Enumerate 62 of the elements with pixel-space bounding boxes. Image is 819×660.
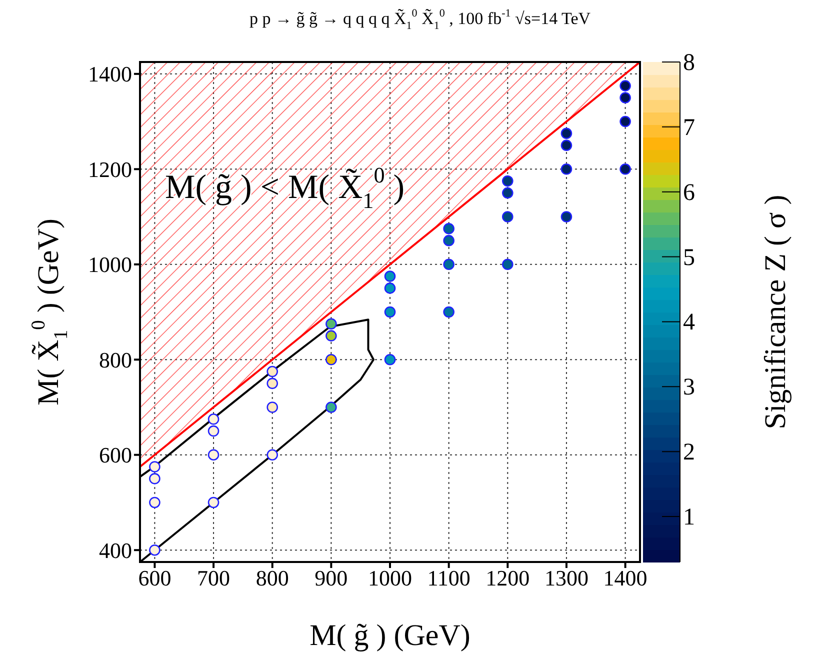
point xyxy=(560,140,572,151)
point xyxy=(266,378,278,390)
color-bar-label: 1 xyxy=(683,504,695,531)
x-tick-label: 1100 xyxy=(427,566,470,591)
y-tick-label: 800 xyxy=(99,347,132,372)
y-tick-label: 400 xyxy=(99,538,132,563)
point xyxy=(149,496,160,508)
x-tick-label: 600 xyxy=(138,566,172,591)
point xyxy=(326,402,337,413)
point xyxy=(208,449,220,461)
point xyxy=(266,449,278,461)
point xyxy=(443,258,454,270)
point xyxy=(560,128,572,140)
y-tick-label: 1200 xyxy=(88,156,132,182)
point xyxy=(443,234,454,246)
color-bar-label: 8 xyxy=(683,50,695,76)
point xyxy=(326,354,337,366)
x-tick-label: 1000 xyxy=(368,566,412,591)
point xyxy=(149,461,160,472)
point xyxy=(502,187,514,199)
point xyxy=(208,496,220,508)
y-tick-label: 600 xyxy=(99,442,132,468)
x-tick-label: 900 xyxy=(314,566,348,591)
point xyxy=(443,223,454,234)
point xyxy=(326,330,337,342)
chart-title: p p → g̃ g̃ → q q q q X̃$_{1}$$^{0}$ X̃$_{1}$$^{0}$ , 100 fb$^{-1}$ √s=14 TeV xyxy=(249,7,591,32)
point xyxy=(502,258,514,270)
point xyxy=(620,80,631,92)
color-bar-label: 5 xyxy=(683,244,695,271)
point xyxy=(266,366,278,378)
color-bar-label: 6 xyxy=(683,180,695,206)
point xyxy=(502,175,514,187)
point xyxy=(560,163,572,175)
point xyxy=(208,413,220,425)
point xyxy=(620,116,631,128)
point xyxy=(149,473,160,484)
point xyxy=(266,402,278,413)
point xyxy=(149,544,160,556)
x-tick-label: 700 xyxy=(197,566,230,591)
x-tick-label: 1400 xyxy=(603,566,648,591)
point xyxy=(620,92,631,104)
point xyxy=(384,282,396,294)
point xyxy=(208,425,220,437)
x-axis-title: M( g̃ ) (GeV) xyxy=(310,619,470,652)
y-tick-label: 1400 xyxy=(88,62,132,87)
point xyxy=(384,306,396,318)
point xyxy=(560,211,572,222)
color-bar-title: Significance Z ( σ ) xyxy=(759,194,792,430)
color-bar-label: 4 xyxy=(683,310,695,336)
color-bar-label: 2 xyxy=(683,440,695,466)
point xyxy=(502,211,514,222)
point xyxy=(326,318,337,330)
point xyxy=(384,354,396,366)
x-tick-label: 1300 xyxy=(544,566,588,591)
color-bar-label: 3 xyxy=(683,374,695,401)
x-tick-label: 1200 xyxy=(486,566,530,591)
color-bar-label: 7 xyxy=(683,114,695,141)
y-tick-label: 1000 xyxy=(88,252,132,278)
point xyxy=(620,163,631,175)
x-tick-label: 800 xyxy=(256,566,289,591)
point xyxy=(384,270,396,282)
point xyxy=(443,306,454,318)
